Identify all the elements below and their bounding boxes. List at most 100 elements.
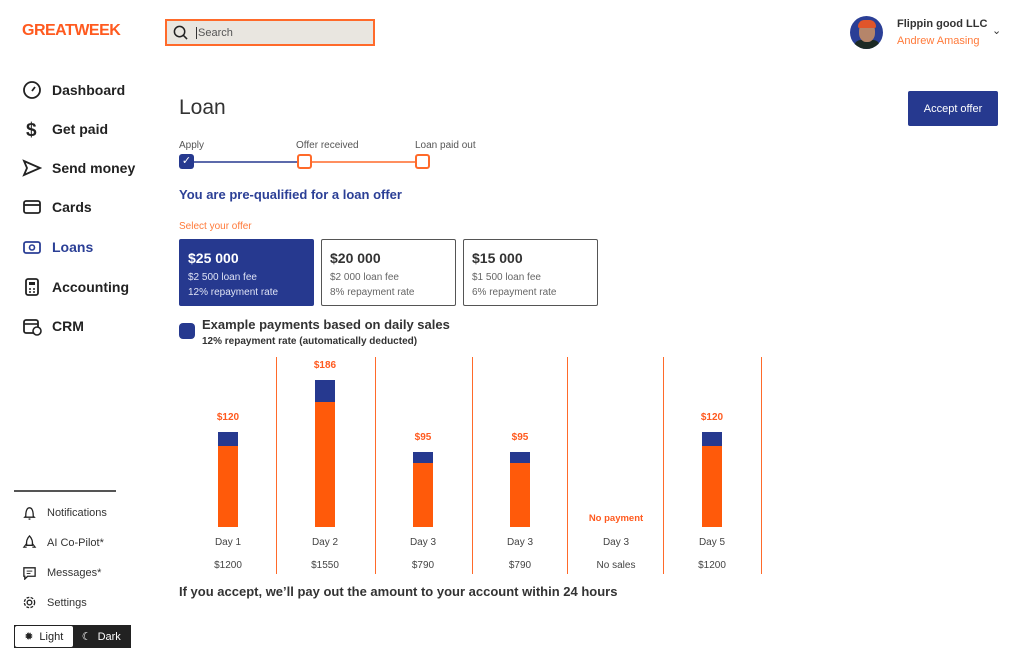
column-divider [472, 357, 473, 574]
offer-card[interactable]: $15 000 $1 500 loan fee 6% repayment rate [463, 239, 598, 306]
sidebar-secondary-label: Settings [47, 596, 87, 609]
sales-label: $790 [508, 560, 532, 571]
calculator-icon [25, 278, 39, 296]
sidebar-item-get-paid[interactable]: $ Get paid [22, 119, 108, 139]
calendar-icon [23, 319, 42, 336]
offer-amount: $25 000 [188, 250, 239, 266]
loan-icon [23, 241, 41, 254]
theme-toggle[interactable]: ✹ Light ☾ Dark [14, 625, 131, 648]
sidebar-item-label: Dashboard [52, 82, 126, 98]
brand-logo[interactable]: GREATWEEK [22, 22, 121, 39]
sales-label: $790 [411, 560, 435, 571]
offer-card[interactable]: $25 000 $2 500 loan fee 12% repayment rate [179, 239, 314, 306]
gauge-icon [23, 81, 41, 99]
sales-label: No sales [596, 560, 636, 571]
sun-icon: ✹ [24, 631, 34, 643]
day-label: Day 5 [698, 537, 726, 548]
sales-label: $1200 [698, 560, 726, 571]
sidebar-secondary-label: Notifications [47, 506, 107, 519]
day-label: Day 1 [214, 537, 242, 548]
sidebar-secondary-label: Messages* [47, 566, 102, 579]
sidebar-item-cards[interactable]: Cards [22, 197, 92, 217]
sidebar-secondary-settings[interactable]: Settings [22, 595, 87, 610]
value-label: $120 [700, 412, 724, 423]
offer-rate: 8% repayment rate [330, 287, 415, 298]
sales-bar [315, 380, 335, 527]
payout-note: If you accept, we’ll pay out the amount … [179, 584, 618, 599]
search-input[interactable]: Search [165, 19, 375, 46]
chart-column: $120 Day 5 $1200 [664, 357, 760, 577]
repayment-segment [218, 432, 238, 446]
day-label: Day 3 [506, 537, 534, 548]
column-divider [375, 357, 376, 574]
sidebar-item-send-money[interactable]: Send money [22, 158, 135, 178]
theme-dark-button[interactable]: ☾ Dark [73, 626, 131, 647]
theme-light-label: Light [39, 630, 64, 643]
chart-subtitle: 12% repayment rate (automatically deduct… [202, 336, 418, 347]
sidebar-item-label: Accounting [52, 279, 129, 295]
sidebar-item-label: Get paid [52, 121, 109, 137]
value-label: $95 [414, 432, 432, 443]
theme-dark-label: Dark [97, 630, 121, 643]
offer-fee: $2 500 loan fee [188, 272, 257, 283]
send-icon [22, 159, 42, 177]
day-label: Day 3 [602, 537, 630, 548]
theme-light-button[interactable]: ✹ Light [15, 626, 73, 647]
step-payout-label: Loan paid out [415, 140, 476, 151]
sidebar-item-label: Send money [52, 160, 136, 176]
step-offer-box [297, 154, 312, 169]
sales-bar [510, 452, 530, 527]
value-label: $120 [216, 412, 240, 423]
message-icon [23, 567, 36, 580]
sales-label: $1200 [214, 560, 242, 571]
value-label: No payment [588, 513, 644, 524]
offer-card[interactable]: $20 000 $2 000 loan fee 8% repayment rate [321, 239, 456, 306]
repayment-segment [413, 452, 433, 463]
sidebar-item-crm[interactable]: CRM [22, 316, 84, 336]
offer-amount: $15 000 [472, 250, 523, 266]
sidebar-item-dashboard[interactable]: Dashboard [22, 80, 125, 100]
rocket-icon [22, 535, 37, 548]
svg-text:$: $ [26, 120, 37, 139]
chevron-down-icon[interactable]: ⌄ [992, 25, 1002, 37]
step-apply-check-icon: ✓ [179, 154, 194, 169]
avatar[interactable] [850, 16, 883, 49]
chart-title: Example payments based on daily sales [202, 317, 450, 332]
chart-column: $95 Day 3 $790 [472, 357, 568, 577]
sidebar-secondary-ai-co-pilot-[interactable]: AI Co-Pilot* [22, 535, 104, 550]
offer-fee: $1 500 loan fee [472, 272, 541, 283]
prequalified-heading: You are pre-qualified for a loan offer [179, 187, 402, 202]
step-apply-label: Apply [179, 140, 205, 151]
bell-icon [23, 507, 36, 520]
sales-bar [702, 432, 722, 527]
column-divider [276, 357, 277, 574]
moon-icon: ☾ [81, 631, 92, 643]
column-divider [663, 357, 664, 574]
sidebar-secondary-label: AI Co-Pilot* [47, 536, 104, 549]
stepper-track [194, 161, 415, 163]
sidebar-item-label: Loans [52, 239, 94, 255]
sidebar-item-label: Cards [52, 199, 92, 215]
offer-rate: 12% repayment rate [188, 287, 279, 298]
select-offer-label: Select your offer [179, 221, 252, 232]
chart-column: $120 Day 1 $1200 [180, 357, 276, 577]
sidebar-secondary-messages-[interactable]: Messages* [22, 565, 101, 580]
sidebar-item-label: CRM [52, 318, 84, 334]
company-name: Flippin good LLC [897, 18, 988, 30]
chart-column: $95 Day 3 $790 [375, 357, 471, 577]
chart-column: $186 Day 2 $1550 [277, 357, 373, 577]
column-divider [567, 357, 568, 574]
sales-bar [413, 452, 433, 527]
repayment-segment [315, 380, 335, 402]
card-icon [23, 200, 41, 214]
sidebar-secondary-notifications[interactable]: Notifications [22, 505, 107, 520]
sidebar-item-accounting[interactable]: Accounting [22, 277, 129, 297]
step-payout-box [415, 154, 430, 169]
search-placeholder: Search [196, 26, 233, 39]
chart-column: No payment Day 3 No sales [568, 357, 664, 577]
accept-offer-button[interactable]: Accept offer [908, 91, 998, 126]
sales-label: $1550 [311, 560, 339, 571]
day-label: Day 2 [311, 537, 339, 548]
sidebar-item-loans[interactable]: Loans [22, 237, 93, 257]
search-icon [173, 25, 188, 40]
